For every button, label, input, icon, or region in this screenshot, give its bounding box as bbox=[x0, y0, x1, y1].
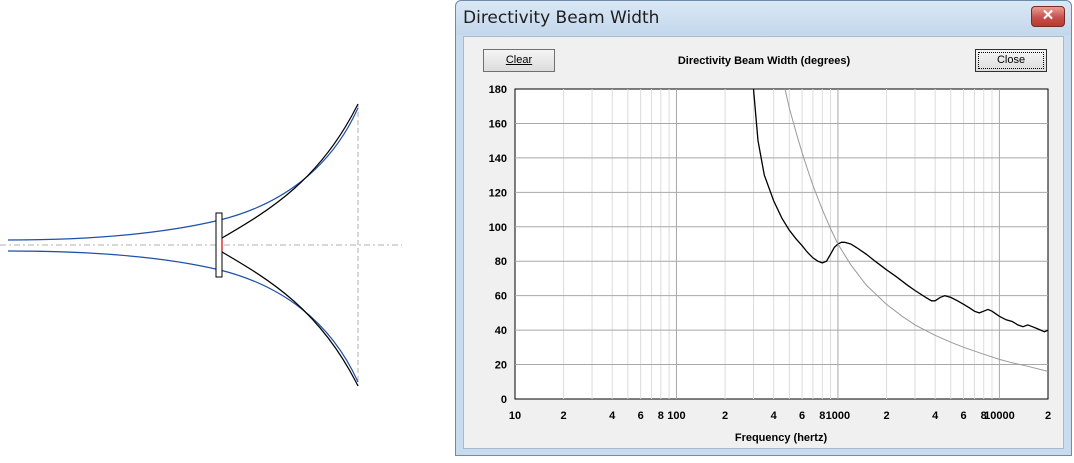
x-tick-label: 8 bbox=[658, 410, 664, 422]
chart-grid bbox=[515, 89, 1048, 399]
dialog-titlebar[interactable]: Directivity Beam Width ✕ bbox=[456, 1, 1071, 35]
clear-button-label: Clear bbox=[505, 54, 533, 66]
chart-title: Directivity Beam Width (degrees) bbox=[677, 55, 851, 67]
horn-profile-drawing bbox=[0, 0, 450, 458]
x-tick-label: 4 bbox=[932, 410, 939, 422]
x-tick-label: 4 bbox=[609, 410, 616, 422]
horn-driver-block bbox=[215, 212, 223, 278]
chart-series bbox=[752, 88, 1049, 372]
close-button-label: Close bbox=[996, 54, 1026, 66]
series-line-2 bbox=[784, 88, 1049, 372]
y-tick-label: 180 bbox=[489, 84, 507, 96]
x-tick-label: 10 bbox=[509, 410, 521, 422]
y-tick-label: 100 bbox=[489, 222, 507, 234]
x-tick-label: 8 bbox=[981, 410, 987, 422]
horn-profile-black-top bbox=[221, 103, 359, 239]
directivity-dialog: Directivity Beam Width ✕ Clear Directivi… bbox=[455, 0, 1072, 456]
x-tick-label: 2 bbox=[883, 410, 889, 422]
horn-profile-blue-top bbox=[7, 107, 359, 241]
x-tick-label: 6 bbox=[799, 410, 805, 422]
x-tick-label: 2 bbox=[1045, 410, 1051, 422]
x-axis-title: Frequency (hertz) bbox=[735, 432, 828, 444]
y-tick-label: 140 bbox=[489, 153, 507, 165]
horn-profile-black-bottom bbox=[221, 251, 359, 387]
dialog-client-area: Clear Directivity Beam Width (degrees) C… bbox=[463, 36, 1064, 449]
y-tick-label: 40 bbox=[495, 325, 507, 337]
close-button[interactable]: Close bbox=[975, 49, 1047, 72]
horn-profile-blue-bottom bbox=[7, 250, 359, 383]
y-axis-ticks: 0 20 40 60 80 100 120 140 160 180 bbox=[489, 84, 507, 406]
x-tick-label: 6 bbox=[638, 410, 644, 422]
series-line-1 bbox=[752, 88, 1049, 333]
y-tick-label: 160 bbox=[489, 118, 507, 130]
x-tick-label: 2 bbox=[561, 410, 567, 422]
x-tick-label: 10000 bbox=[984, 410, 1015, 422]
plot-area bbox=[514, 88, 1049, 400]
horn-profile-svg bbox=[0, 103, 402, 387]
clear-button[interactable]: Clear bbox=[483, 49, 555, 72]
y-tick-label: 120 bbox=[489, 187, 507, 199]
y-tick-label: 20 bbox=[495, 360, 507, 372]
x-tick-label: 100 bbox=[667, 410, 685, 422]
y-tick-label: 60 bbox=[495, 291, 507, 303]
x-tick-label: 6 bbox=[961, 410, 967, 422]
close-icon: ✕ bbox=[1041, 7, 1055, 24]
x-tick-label: 1000 bbox=[826, 410, 850, 422]
x-tick-label: 8 bbox=[819, 410, 825, 422]
dialog-title: Directivity Beam Width bbox=[463, 8, 660, 28]
y-tick-label: 80 bbox=[495, 256, 507, 268]
x-tick-label: 4 bbox=[771, 410, 778, 422]
y-tick-label: 0 bbox=[501, 394, 507, 406]
dialog-close-x-button[interactable]: ✕ bbox=[1031, 6, 1065, 27]
x-tick-label: 2 bbox=[722, 410, 728, 422]
